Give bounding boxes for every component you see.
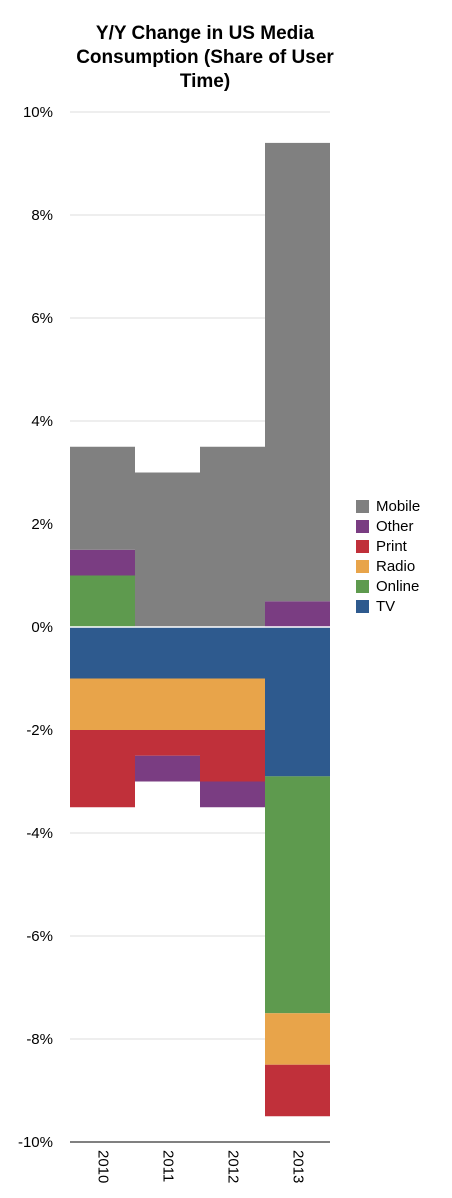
axis-layer: 10% 8% 6% 4% 2% 0% -2% -4% -6% -8% -10% 2010 2011 201…	[18, 104, 330, 1183]
y-tick-label: -4%	[26, 825, 53, 842]
y-tick-label: -10%	[18, 1134, 53, 1151]
bar-segment-other-2012	[200, 781, 265, 808]
bar-segment-other-2010	[70, 549, 135, 576]
legend-label-online: Online	[376, 578, 419, 595]
y-tick-label: -6%	[26, 928, 53, 945]
bar-segment-tv-2012	[200, 627, 265, 679]
bar-segment-radio-2013	[265, 1013, 330, 1065]
x-tick-label: 2010	[95, 1150, 112, 1183]
y-tick-label: -8%	[26, 1031, 53, 1048]
legend-swatch-print	[356, 540, 369, 553]
x-tick-label: 2011	[160, 1150, 177, 1182]
bars-layer	[70, 142, 330, 1117]
bar-segment-radio-2011	[135, 678, 200, 730]
bar-segment-print-2011	[135, 730, 200, 756]
bar-segment-mobile-2011	[135, 472, 200, 627]
bar-segment-radio-2010	[70, 678, 135, 730]
legend-swatch-other	[356, 520, 369, 533]
legend-label-tv: TV	[376, 598, 395, 615]
x-tick-label: 2013	[290, 1150, 307, 1183]
y-tick-label: 10%	[23, 104, 53, 121]
legend-label-other: Other	[376, 518, 414, 535]
legend-swatch-online	[356, 580, 369, 593]
bar-segment-mobile-2010	[70, 446, 135, 550]
bar-segment-print-2012	[200, 730, 265, 782]
legend-label-radio: Radio	[376, 558, 415, 575]
bar-segment-tv-2013	[265, 627, 330, 777]
legend-label-print: Print	[376, 538, 408, 555]
bar-segment-mobile-2013	[265, 142, 330, 602]
bar-segment-online-2010	[70, 575, 135, 627]
chart-title: Y/Y Change in US Media Consumption (Shar…	[76, 23, 334, 92]
y-tick-label: 4%	[31, 413, 53, 430]
x-tick-label: 2012	[225, 1150, 242, 1183]
bar-segment-other-2013	[265, 601, 330, 627]
legend-swatch-radio	[356, 560, 369, 573]
bar-segment-tv-2011	[135, 627, 200, 679]
bar-segment-print-2013	[265, 1064, 330, 1117]
y-tick-label: 8%	[31, 207, 53, 224]
legend-swatch-tv	[356, 600, 369, 613]
y-tick-label: 6%	[31, 310, 53, 327]
bar-segment-online-2013	[265, 776, 330, 1014]
bar-segment-mobile-2012	[200, 446, 265, 627]
legend-label-mobile: Mobile	[376, 498, 420, 515]
y-tick-label: -2%	[26, 722, 53, 739]
y-tick-label: 0%	[31, 619, 53, 636]
bar-segment-radio-2012	[200, 678, 265, 730]
y-tick-label: 2%	[31, 516, 53, 533]
legend-swatch-mobile	[356, 500, 369, 513]
legend: Mobile Other Print Radio Online TV	[356, 498, 420, 615]
bar-segment-print-2010	[70, 730, 135, 808]
bar-segment-tv-2010	[70, 627, 135, 679]
bar-segment-other-2011	[135, 755, 200, 782]
